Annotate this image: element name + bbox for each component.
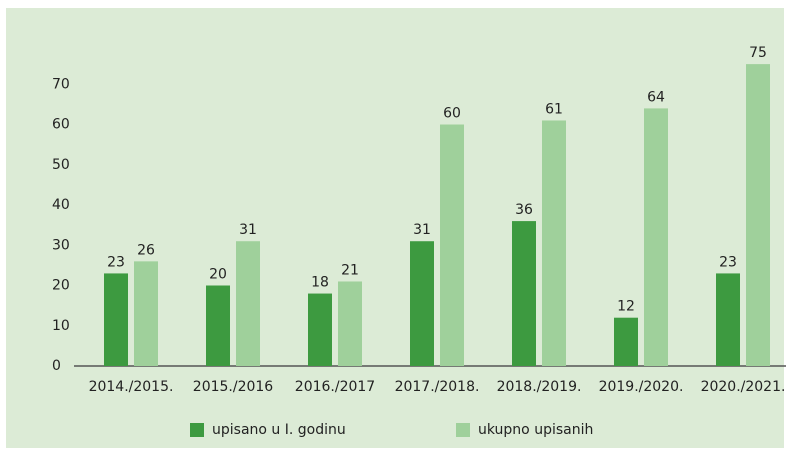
data-label: 75 — [749, 45, 767, 61]
data-label: 23 — [107, 254, 125, 270]
data-label: 60 — [443, 106, 461, 122]
y-tick-label: 20 — [52, 278, 70, 294]
data-label: 23 — [719, 254, 737, 270]
x-tick-label: 2016./2017 — [295, 379, 375, 395]
y-tick-label: 60 — [52, 117, 70, 133]
bar — [614, 317, 638, 366]
x-tick-label: 2020./2021. — [701, 379, 786, 395]
x-tick-label: 2015./2016 — [193, 379, 274, 395]
legend-swatch — [190, 423, 204, 437]
data-label: 12 — [617, 299, 635, 315]
x-tick-label: 2018./2019. — [497, 379, 582, 395]
bar — [308, 293, 332, 366]
data-label: 36 — [515, 202, 533, 218]
bar — [716, 273, 740, 366]
data-label: 20 — [209, 267, 227, 283]
data-label: 61 — [545, 101, 563, 117]
y-tick-label: 10 — [52, 318, 70, 334]
y-tick-label: 50 — [52, 157, 70, 173]
bar — [440, 124, 464, 366]
data-label: 26 — [137, 242, 155, 258]
bar — [410, 241, 434, 366]
data-label: 64 — [647, 89, 665, 105]
y-tick-label: 0 — [52, 358, 61, 374]
x-tick-label: 2017./2018. — [395, 379, 480, 395]
x-tick-label: 2019./2020. — [599, 379, 684, 395]
bar — [338, 281, 362, 366]
legend-label: upisano u I. godinu — [212, 422, 346, 438]
bar — [134, 261, 158, 366]
legend-swatch — [456, 423, 470, 437]
y-tick-label: 30 — [52, 237, 70, 253]
bar — [104, 273, 128, 366]
bar — [236, 241, 260, 366]
bar — [746, 64, 770, 366]
bar — [542, 120, 566, 366]
data-label: 31 — [413, 222, 431, 238]
bar — [206, 285, 230, 366]
bar — [512, 221, 536, 366]
legend-label: ukupno upisanih — [478, 422, 593, 438]
bar — [644, 108, 668, 367]
x-tick-label: 2014./2015. — [89, 379, 174, 395]
y-tick-label: 40 — [52, 197, 70, 213]
data-label: 31 — [239, 222, 257, 238]
data-label: 18 — [311, 275, 329, 291]
data-label: 21 — [341, 262, 359, 278]
y-tick-label: 70 — [52, 76, 70, 92]
